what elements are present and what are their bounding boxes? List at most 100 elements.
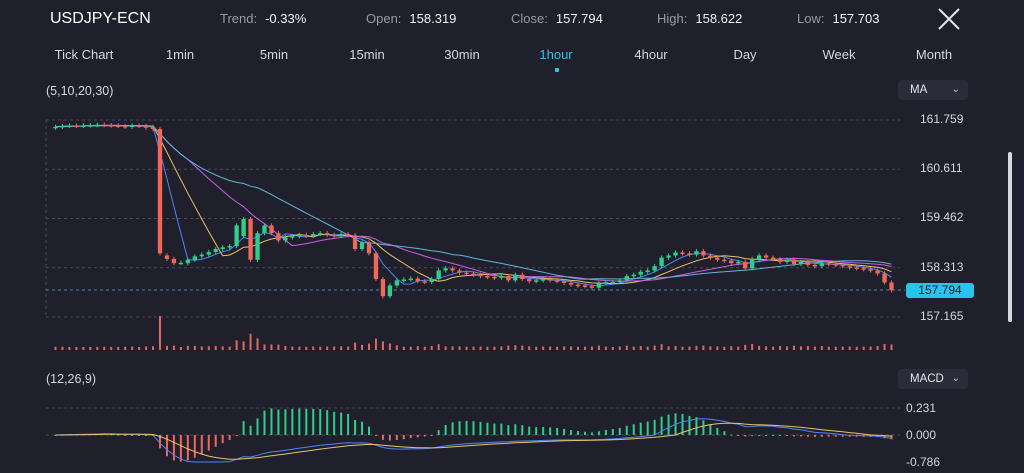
candle-body [756, 255, 762, 259]
macd-histogram-bar [263, 410, 266, 435]
volume-bar [270, 344, 273, 350]
macd-histogram-bar [228, 435, 231, 440]
macd-histogram-bar [291, 408, 294, 435]
macd-histogram-bar [305, 408, 308, 435]
macd-histogram-bar [597, 431, 600, 435]
volume-bar [890, 344, 893, 350]
candle-body [450, 268, 455, 271]
tab-tick-chart[interactable]: Tick Chart [54, 47, 114, 62]
macd-tick: 0.000 [906, 428, 937, 442]
low-label: Low: [797, 11, 825, 26]
macd-histogram-bar [890, 435, 893, 440]
volume-bar [430, 346, 433, 350]
ma-dropdown[interactable]: MA ⌄ [898, 80, 968, 100]
volume-bar [89, 346, 92, 350]
macd-dropdown[interactable]: MACD ⌄ [898, 369, 968, 389]
volume-bar [291, 346, 294, 350]
candle-body [415, 278, 420, 282]
macd-histogram-bar [681, 413, 684, 435]
tab-week[interactable]: Week [822, 47, 856, 62]
scrollbar[interactable] [1008, 152, 1012, 322]
tab-month[interactable]: Month [915, 47, 953, 62]
candle-body [283, 237, 288, 241]
volume-bar [570, 346, 573, 350]
macd-histogram-bar [799, 435, 802, 437]
high-label: High: [657, 11, 688, 26]
macd-histogram-bar [54, 435, 57, 436]
volume-bar [883, 344, 886, 350]
macd-params-label: (12,26,9) [46, 372, 97, 386]
macd-histogram-bar [639, 422, 642, 435]
volume-bar [556, 346, 559, 350]
volume-bar [632, 346, 635, 350]
candle-body [666, 255, 671, 258]
candle-body [109, 125, 114, 127]
volume-bar [542, 346, 545, 350]
macd-histogram-bar [751, 435, 754, 437]
symbol-title: USDJPY-ECN [50, 10, 151, 27]
volume-bar [263, 344, 266, 350]
volume-bar [277, 344, 280, 350]
tab-5min[interactable]: 5min [259, 47, 289, 62]
volume-bar [145, 346, 148, 350]
candle-body [882, 273, 887, 283]
macd-histogram-bar [374, 435, 377, 437]
candle-body [338, 234, 344, 237]
candle-body [875, 270, 880, 274]
macd-histogram-bar [841, 435, 844, 437]
ma-params-label: (5,10,20,30) [46, 84, 114, 98]
candle-body [659, 257, 664, 267]
macd-histogram-bar [430, 435, 433, 436]
volume-bar [528, 346, 531, 350]
volume-bar [374, 338, 377, 350]
tab-1min[interactable]: 1min [165, 47, 195, 62]
candle-body [624, 276, 629, 281]
candle-body [81, 125, 86, 128]
volume-bar [730, 346, 733, 350]
candle-body [171, 258, 177, 264]
macd-histogram-bar [395, 435, 398, 441]
candle-body [457, 270, 462, 273]
candle-body [722, 259, 727, 262]
volume-bar [367, 343, 370, 350]
high-stat: High: 158.622 [657, 11, 742, 26]
candle-body [750, 258, 755, 269]
volume-bar [228, 346, 231, 350]
candle-body [833, 264, 838, 266]
candle-body [436, 270, 441, 280]
candle-body [784, 259, 790, 262]
macd-histogram-bar [367, 426, 370, 435]
macd-histogram-bar [834, 435, 837, 437]
volume-bar [200, 346, 203, 350]
volume-bar [319, 346, 322, 350]
tab-15min[interactable]: 15min [349, 47, 385, 62]
macd-histogram-bar [702, 420, 705, 435]
macd-histogram-bar [653, 419, 656, 435]
tab-4hour[interactable]: 4hour [634, 47, 668, 62]
macd-histogram-bar [848, 435, 851, 437]
candle-body [610, 282, 615, 284]
macd-histogram-bar [277, 409, 280, 435]
tab-30min[interactable]: 30min [444, 47, 480, 62]
candle-body [485, 276, 490, 278]
macd-histogram-bar [361, 421, 364, 435]
candle-body [708, 255, 713, 258]
candle-body [373, 253, 379, 280]
tab-1hour[interactable]: 1hour [539, 47, 573, 62]
volume-bar [249, 333, 252, 350]
candle-body [206, 252, 211, 255]
macd-histogram-bar [827, 435, 830, 437]
volume-bar [765, 346, 768, 350]
volume-bar [786, 346, 789, 350]
candle-body [645, 270, 650, 272]
tab-day[interactable]: Day [733, 47, 757, 62]
volume-bar [514, 345, 517, 350]
candle-body [192, 256, 197, 260]
close-x-icon[interactable] [934, 4, 964, 34]
macd-histogram-bar [507, 425, 510, 435]
volume-bar [590, 346, 593, 350]
volume-bar [820, 346, 823, 350]
candle-body [429, 279, 434, 283]
volume-bar [207, 346, 210, 350]
